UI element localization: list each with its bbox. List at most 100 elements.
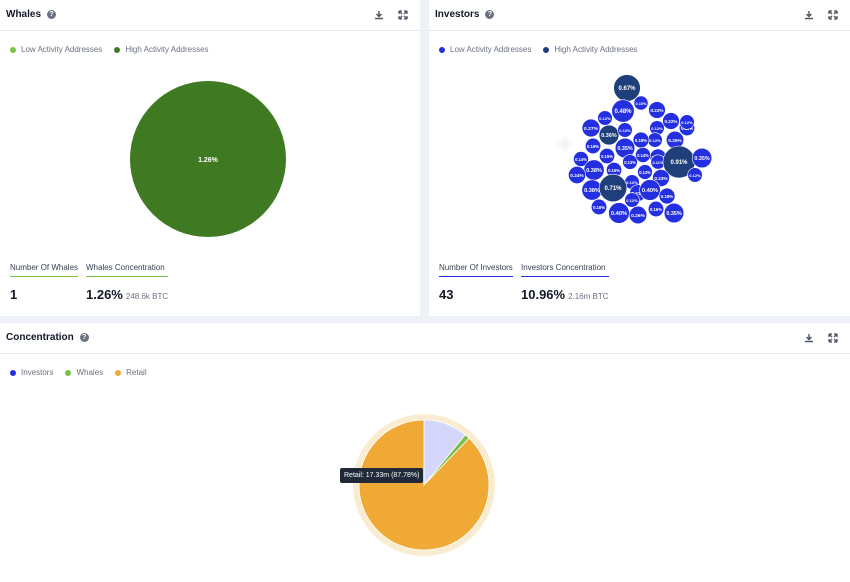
bubble-point[interactable]: 0.12% xyxy=(647,132,663,148)
stat-label: Number Of Whales xyxy=(10,263,78,277)
bubble-point[interactable]: 0.71% xyxy=(598,173,628,203)
bubble-circle xyxy=(573,151,589,167)
bubble-point[interactable]: 0.12% xyxy=(617,122,633,138)
help-icon[interactable]: ? xyxy=(485,10,495,19)
bubble-point[interactable]: 0.38% xyxy=(583,159,605,181)
bubble-circle xyxy=(647,200,665,218)
bubble-point[interactable]: 0.12% xyxy=(687,167,703,183)
bubble-point[interactable]: 0.24% xyxy=(568,166,586,184)
stat-value: 1.26% xyxy=(86,287,123,302)
legend-label: High Activity Addresses xyxy=(125,45,209,54)
bubble-point[interactable]: 0.22% xyxy=(648,101,666,119)
legend-item[interactable]: Investors xyxy=(10,368,53,377)
bubble-point[interactable]: 0.40% xyxy=(608,202,630,224)
bubble-label: 0.14% xyxy=(575,157,587,162)
legend-item[interactable]: Low Activity Addresses xyxy=(439,45,531,54)
bubble-point[interactable]: 0.10% xyxy=(633,95,649,111)
bubble-point[interactable]: 0.16% xyxy=(647,200,665,218)
bubble-circle xyxy=(648,101,666,119)
bubble-label: 0.35% xyxy=(666,211,682,217)
watermark-logo: ◈ xyxy=(557,132,573,154)
legend-label: High Activity Addresses xyxy=(554,45,638,54)
bubble-point[interactable]: 0.14% xyxy=(635,147,651,163)
legend-label: Whales xyxy=(76,368,104,377)
bubble-point[interactable]: 0.26% xyxy=(628,205,648,225)
bubble-label: 0.16% xyxy=(650,207,662,212)
bubble-circle xyxy=(584,137,602,155)
investors-legend: Low Activity Addresses High Activity Addr… xyxy=(439,45,638,54)
legend-item[interactable]: High Activity Addresses xyxy=(114,45,209,54)
concentration-header: Concentration ? xyxy=(0,323,850,354)
bubble-circle xyxy=(622,154,638,170)
bubble-point[interactable]: 0.13% xyxy=(637,164,653,180)
download-icon[interactable] xyxy=(374,10,384,20)
help-icon[interactable]: ? xyxy=(47,10,57,19)
stat-block: Number Of Investors 43 xyxy=(439,263,513,302)
bubble-point[interactable]: 0.18% xyxy=(632,131,650,149)
bubble-point[interactable]: 0.22% xyxy=(662,112,680,130)
bubble-circle xyxy=(639,179,661,201)
expand-icon[interactable] xyxy=(828,333,838,343)
bubble-label: 0.15% xyxy=(608,168,620,173)
bubble-point[interactable]: 0.12% xyxy=(649,120,665,136)
help-icon[interactable]: ? xyxy=(79,333,89,342)
bubble-label: 0.16% xyxy=(587,144,599,149)
legend-dot-icon xyxy=(115,369,122,376)
stat-label: Investors Concentration xyxy=(521,263,609,277)
bubble-circle xyxy=(658,187,676,205)
legend-label: Investors xyxy=(21,368,54,377)
bubble-label: 0.91% xyxy=(670,160,688,166)
bubble-point[interactable]: 0.35% xyxy=(663,202,685,224)
stat-value: 10.96% xyxy=(521,287,566,302)
bubble-circle xyxy=(633,95,649,111)
bubble-label: 0.24% xyxy=(570,173,584,179)
bubble-point[interactable]: 0.40% xyxy=(639,179,661,201)
bubble-point[interactable]: 0.12% xyxy=(624,192,640,208)
retail-tooltip: Retail: 17.33m (87.78%) xyxy=(340,468,424,483)
bubble-circle xyxy=(635,147,651,163)
legend-item[interactable]: High Activity Addresses xyxy=(543,45,638,54)
investors-panel: Investors ? Low Activity Addresses High A… xyxy=(429,0,850,316)
bubble-label: 0.12% xyxy=(599,116,611,121)
legend-item[interactable]: Whales xyxy=(65,368,103,377)
bubble-circle xyxy=(568,166,586,184)
bubble-point[interactable]: 0.12% xyxy=(597,110,613,126)
legend-item[interactable]: Retail xyxy=(115,368,147,377)
bubble-label: 0.12% xyxy=(649,138,661,143)
download-icon[interactable] xyxy=(804,333,814,343)
whales-panel: Whales ? Low Activity Addresses High Acti… xyxy=(0,0,420,316)
expand-icon[interactable] xyxy=(398,10,408,20)
bubble-label: 0.10% xyxy=(635,101,647,106)
bubble-label: 0.67% xyxy=(618,86,636,92)
legend-item[interactable]: Low Activity Addresses xyxy=(10,45,102,54)
bubble-point[interactable]: 0.14% xyxy=(573,151,589,167)
bubble-point[interactable]: 0.18% xyxy=(658,187,676,205)
legend-label: Low Activity Addresses xyxy=(450,45,532,54)
bubble-point[interactable]: 0.12% xyxy=(679,114,695,130)
bubble-label: 0.13% xyxy=(639,170,651,175)
bubble-point[interactable]: 0.15% xyxy=(599,148,615,164)
expand-icon[interactable] xyxy=(828,10,838,20)
bubble-point[interactable]: 0.48% xyxy=(611,99,635,123)
bubble-label: 0.21% xyxy=(632,191,645,196)
download-icon[interactable] xyxy=(804,10,814,20)
bubble-point[interactable]: 0.27% xyxy=(581,118,601,138)
bubble-label: 0.38% xyxy=(584,188,600,194)
investors-header: Investors ? xyxy=(429,0,850,31)
bubble-circle xyxy=(590,198,608,216)
bubble-label: 0.13% xyxy=(624,160,636,165)
pie-slice-retail[interactable] xyxy=(358,419,490,551)
legend-label: Low Activity Addresses xyxy=(21,45,103,54)
pie-slice-high-activity[interactable] xyxy=(130,81,286,237)
bubble-point[interactable]: 0.36% xyxy=(598,124,620,146)
legend-dot-icon xyxy=(10,369,16,376)
legend-label: Retail xyxy=(126,368,147,377)
bubble-point[interactable]: 0.35% xyxy=(691,147,713,169)
bubble-point[interactable]: 0.16% xyxy=(584,137,602,155)
bubble-point[interactable]: 0.16% xyxy=(590,198,608,216)
bubble-label: 0.40% xyxy=(611,211,627,217)
bubble-point[interactable]: 0.13% xyxy=(622,154,638,170)
stat-block: Number Of Whales 1 xyxy=(10,263,78,302)
bubble-label: 0.11% xyxy=(653,160,664,165)
